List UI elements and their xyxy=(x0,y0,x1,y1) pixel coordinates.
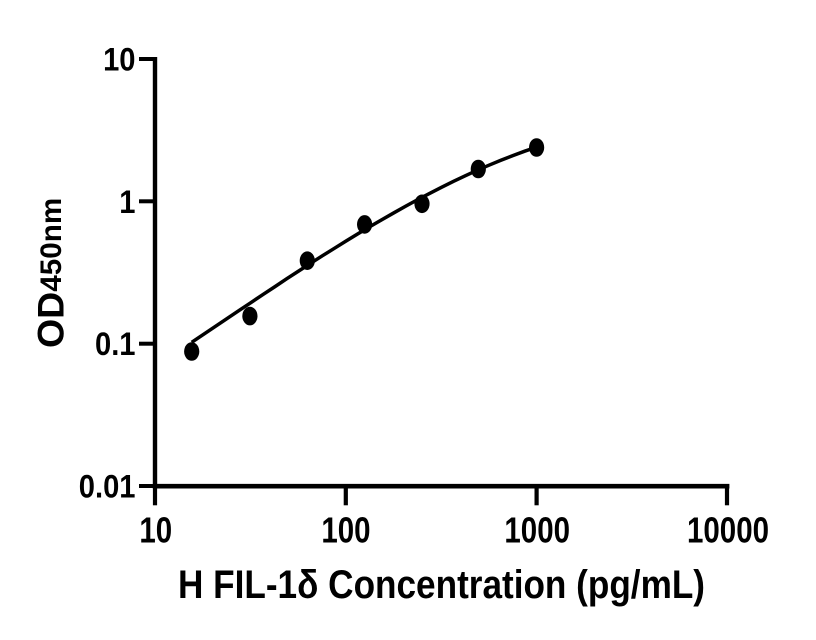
svg-text:100: 100 xyxy=(321,510,370,551)
svg-text:10: 10 xyxy=(139,510,172,551)
svg-text:0.1: 0.1 xyxy=(95,326,136,362)
svg-text:0.01: 0.01 xyxy=(79,469,136,505)
svg-text:1: 1 xyxy=(119,184,135,220)
svg-text:10: 10 xyxy=(103,42,135,78)
svg-text:OD450nm: OD450nm xyxy=(30,198,72,348)
svg-text:1000: 1000 xyxy=(504,510,570,551)
svg-text:10000: 10000 xyxy=(687,510,769,551)
svg-text:H FIL-1δ Concentration (pg/mL): H FIL-1δ Concentration (pg/mL) xyxy=(178,563,705,607)
